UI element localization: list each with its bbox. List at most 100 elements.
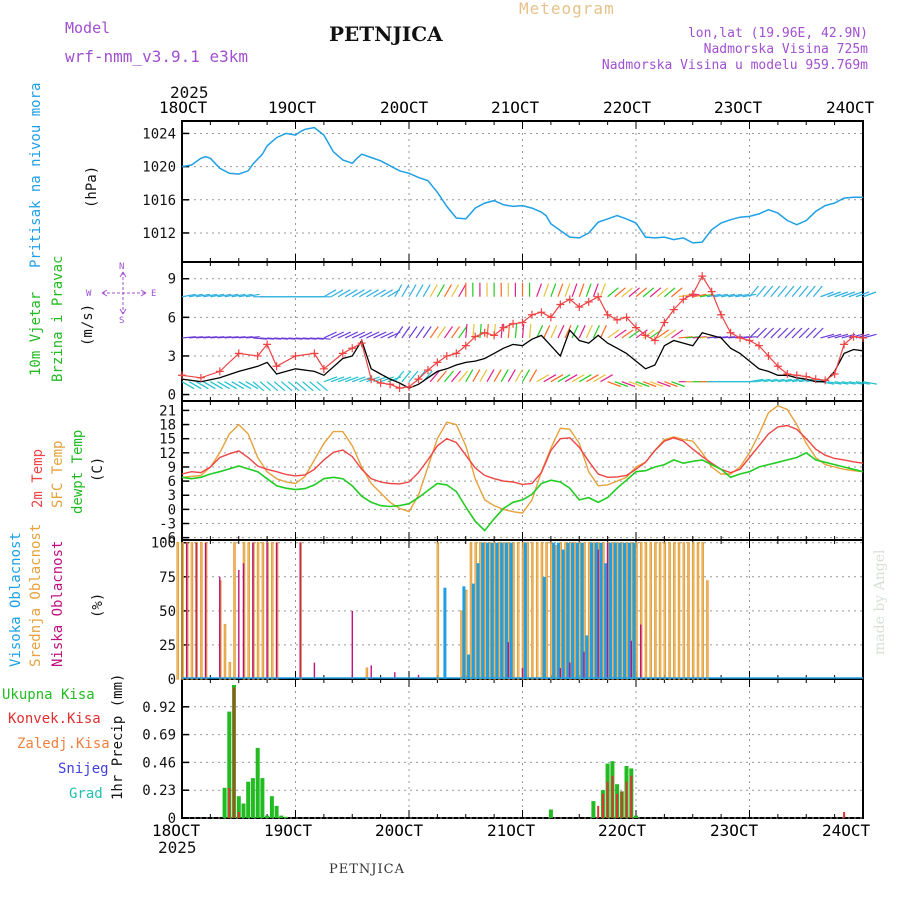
precip-total-bar: [227, 711, 232, 818]
wind-arrow: [415, 284, 424, 298]
cloud-bar-visoka: [509, 542, 513, 679]
wind-gust-point: [811, 375, 820, 384]
cloud-bar-srednja: [521, 542, 525, 680]
wind-arrow: [812, 327, 824, 339]
cloud-bar-srednja: [706, 580, 709, 680]
cloud-bar-niska: [252, 542, 254, 679]
cloud-bar-visoka: [552, 542, 556, 679]
wind-gust-point: [537, 308, 546, 317]
wind-arrow: [189, 336, 204, 339]
wind-arrow: [578, 324, 586, 339]
wind-arrow: [599, 324, 607, 339]
wind-arrow: [444, 370, 454, 383]
wind-arrow: [181, 336, 196, 339]
wind-gust-point: [594, 292, 603, 301]
y-tick-label: -6: [159, 531, 176, 547]
wind-arrow: [550, 324, 558, 339]
wind-arrow: [536, 283, 543, 297]
wind-arrow: [571, 374, 585, 383]
cloud-bar-srednja: [620, 542, 624, 680]
wind-arrow: [330, 331, 344, 339]
cloud-bar-srednja: [460, 610, 463, 680]
wind-gust-point: [707, 287, 716, 296]
wind-arrow: [642, 381, 657, 388]
cloud-bar-srednja: [696, 542, 700, 680]
chart-title: PETNJICA: [329, 22, 443, 46]
wind-arrow: [394, 284, 403, 298]
y-tick-label: 0: [168, 388, 176, 404]
wind-arrow: [436, 326, 446, 339]
cloud-bar-visoka: [542, 576, 546, 679]
wind-arrow: [592, 324, 600, 339]
cloud-bar-srednja: [526, 542, 529, 680]
wind-arrow: [721, 293, 736, 298]
cloud-bar-srednja: [176, 542, 179, 680]
wind-arrow: [458, 284, 467, 298]
wind-arrow: [486, 369, 495, 382]
wind-gust-point: [490, 331, 499, 340]
wind-arrow: [458, 326, 468, 339]
wind-arrow: [571, 283, 578, 297]
y-tick-label: 0: [168, 811, 176, 827]
wind-arrow: [337, 331, 352, 339]
wind-gust-point: [509, 319, 518, 328]
cloud-bar-niska: [351, 610, 353, 679]
wind-arrow: [663, 287, 676, 298]
wind-arrow: [366, 289, 379, 298]
time-tick-top-0: 18OCT: [159, 98, 208, 117]
time-tick-bottom-1: 19OCT: [264, 821, 313, 840]
wind-arrow: [436, 370, 447, 383]
wind-arrow: [267, 337, 282, 340]
wind-gust-point: [178, 371, 186, 380]
cloud-bar-niska: [242, 563, 245, 679]
wind-gust-point: [622, 313, 631, 322]
wind-arrow: [295, 337, 310, 340]
y-tick-label: 1020: [142, 160, 176, 176]
wind-arrow: [770, 285, 781, 298]
wind-gust-point: [603, 310, 612, 319]
wind-arrow: [862, 291, 877, 298]
wind-arrow: [848, 381, 863, 385]
precip-convective-bar: [237, 812, 240, 818]
compass-s: S: [119, 316, 125, 326]
wind-gust-point: [660, 318, 669, 327]
wind-gust-point: [726, 328, 735, 337]
wind-arrow: [721, 336, 736, 339]
y-tick-label: 18: [159, 418, 176, 434]
wind-arrow: [756, 285, 767, 298]
wind-gust-point: [433, 358, 442, 367]
cloud-bar-visoka: [594, 542, 598, 679]
wind-arrow: [614, 287, 626, 298]
wind-arrow: [812, 285, 823, 298]
cloud-bar-srednja: [365, 667, 369, 680]
wind-gust-point: [783, 369, 792, 378]
wind-arrow: [770, 327, 782, 339]
cloud-bar-visoka: [495, 542, 499, 679]
cloud-bar-srednja: [469, 542, 473, 680]
wind-arrow: [777, 285, 788, 298]
y-tick-label: 9: [168, 272, 176, 288]
wind-arrow: [578, 283, 585, 297]
wind-arrow: [401, 326, 411, 339]
wind-arrow: [380, 331, 394, 339]
wind-arrow: [656, 287, 669, 298]
cloud-bar-visoka: [481, 542, 485, 679]
time-tick-top-2: 20OCT: [380, 98, 429, 117]
wind-gust-point: [859, 333, 867, 342]
wind-gust-point: [736, 333, 745, 342]
wind-arrow: [337, 376, 352, 383]
wind-arrow: [458, 370, 469, 383]
wind-arrow: [323, 331, 337, 339]
wind-arrow: [259, 381, 272, 392]
wind-gust-point: [632, 323, 640, 332]
model-name: wrf-nmm_v3.9.1 e3km: [65, 47, 249, 66]
y-tick-label: 100: [151, 536, 176, 552]
wind-gust-point: [215, 367, 224, 376]
wind-arrow: [401, 284, 410, 298]
wind-arrow: [451, 370, 462, 383]
wind-arrow: [763, 327, 775, 339]
precip-total-bar: [274, 805, 279, 818]
wind-gust-point: [754, 341, 763, 350]
wind-gust-point: [575, 303, 584, 312]
cloud-bar-srednja: [436, 542, 440, 680]
